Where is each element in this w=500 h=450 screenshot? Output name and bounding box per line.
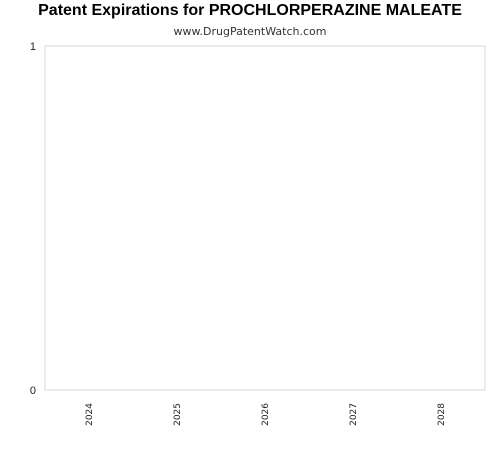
x-tick-label: 2024 (85, 403, 95, 426)
x-tick-label: 2028 (437, 403, 447, 426)
y-tick-label: 0 (30, 385, 36, 397)
x-tick-label: 2025 (173, 403, 183, 426)
y-axis: 01 (30, 41, 36, 397)
plot-frame (45, 46, 485, 390)
x-tick-label: 2026 (261, 403, 271, 426)
x-tick-label: 2027 (349, 403, 359, 426)
x-axis: 2024 2025 2026 2027 2028 (85, 403, 447, 426)
y-tick-label: 1 (30, 41, 36, 53)
